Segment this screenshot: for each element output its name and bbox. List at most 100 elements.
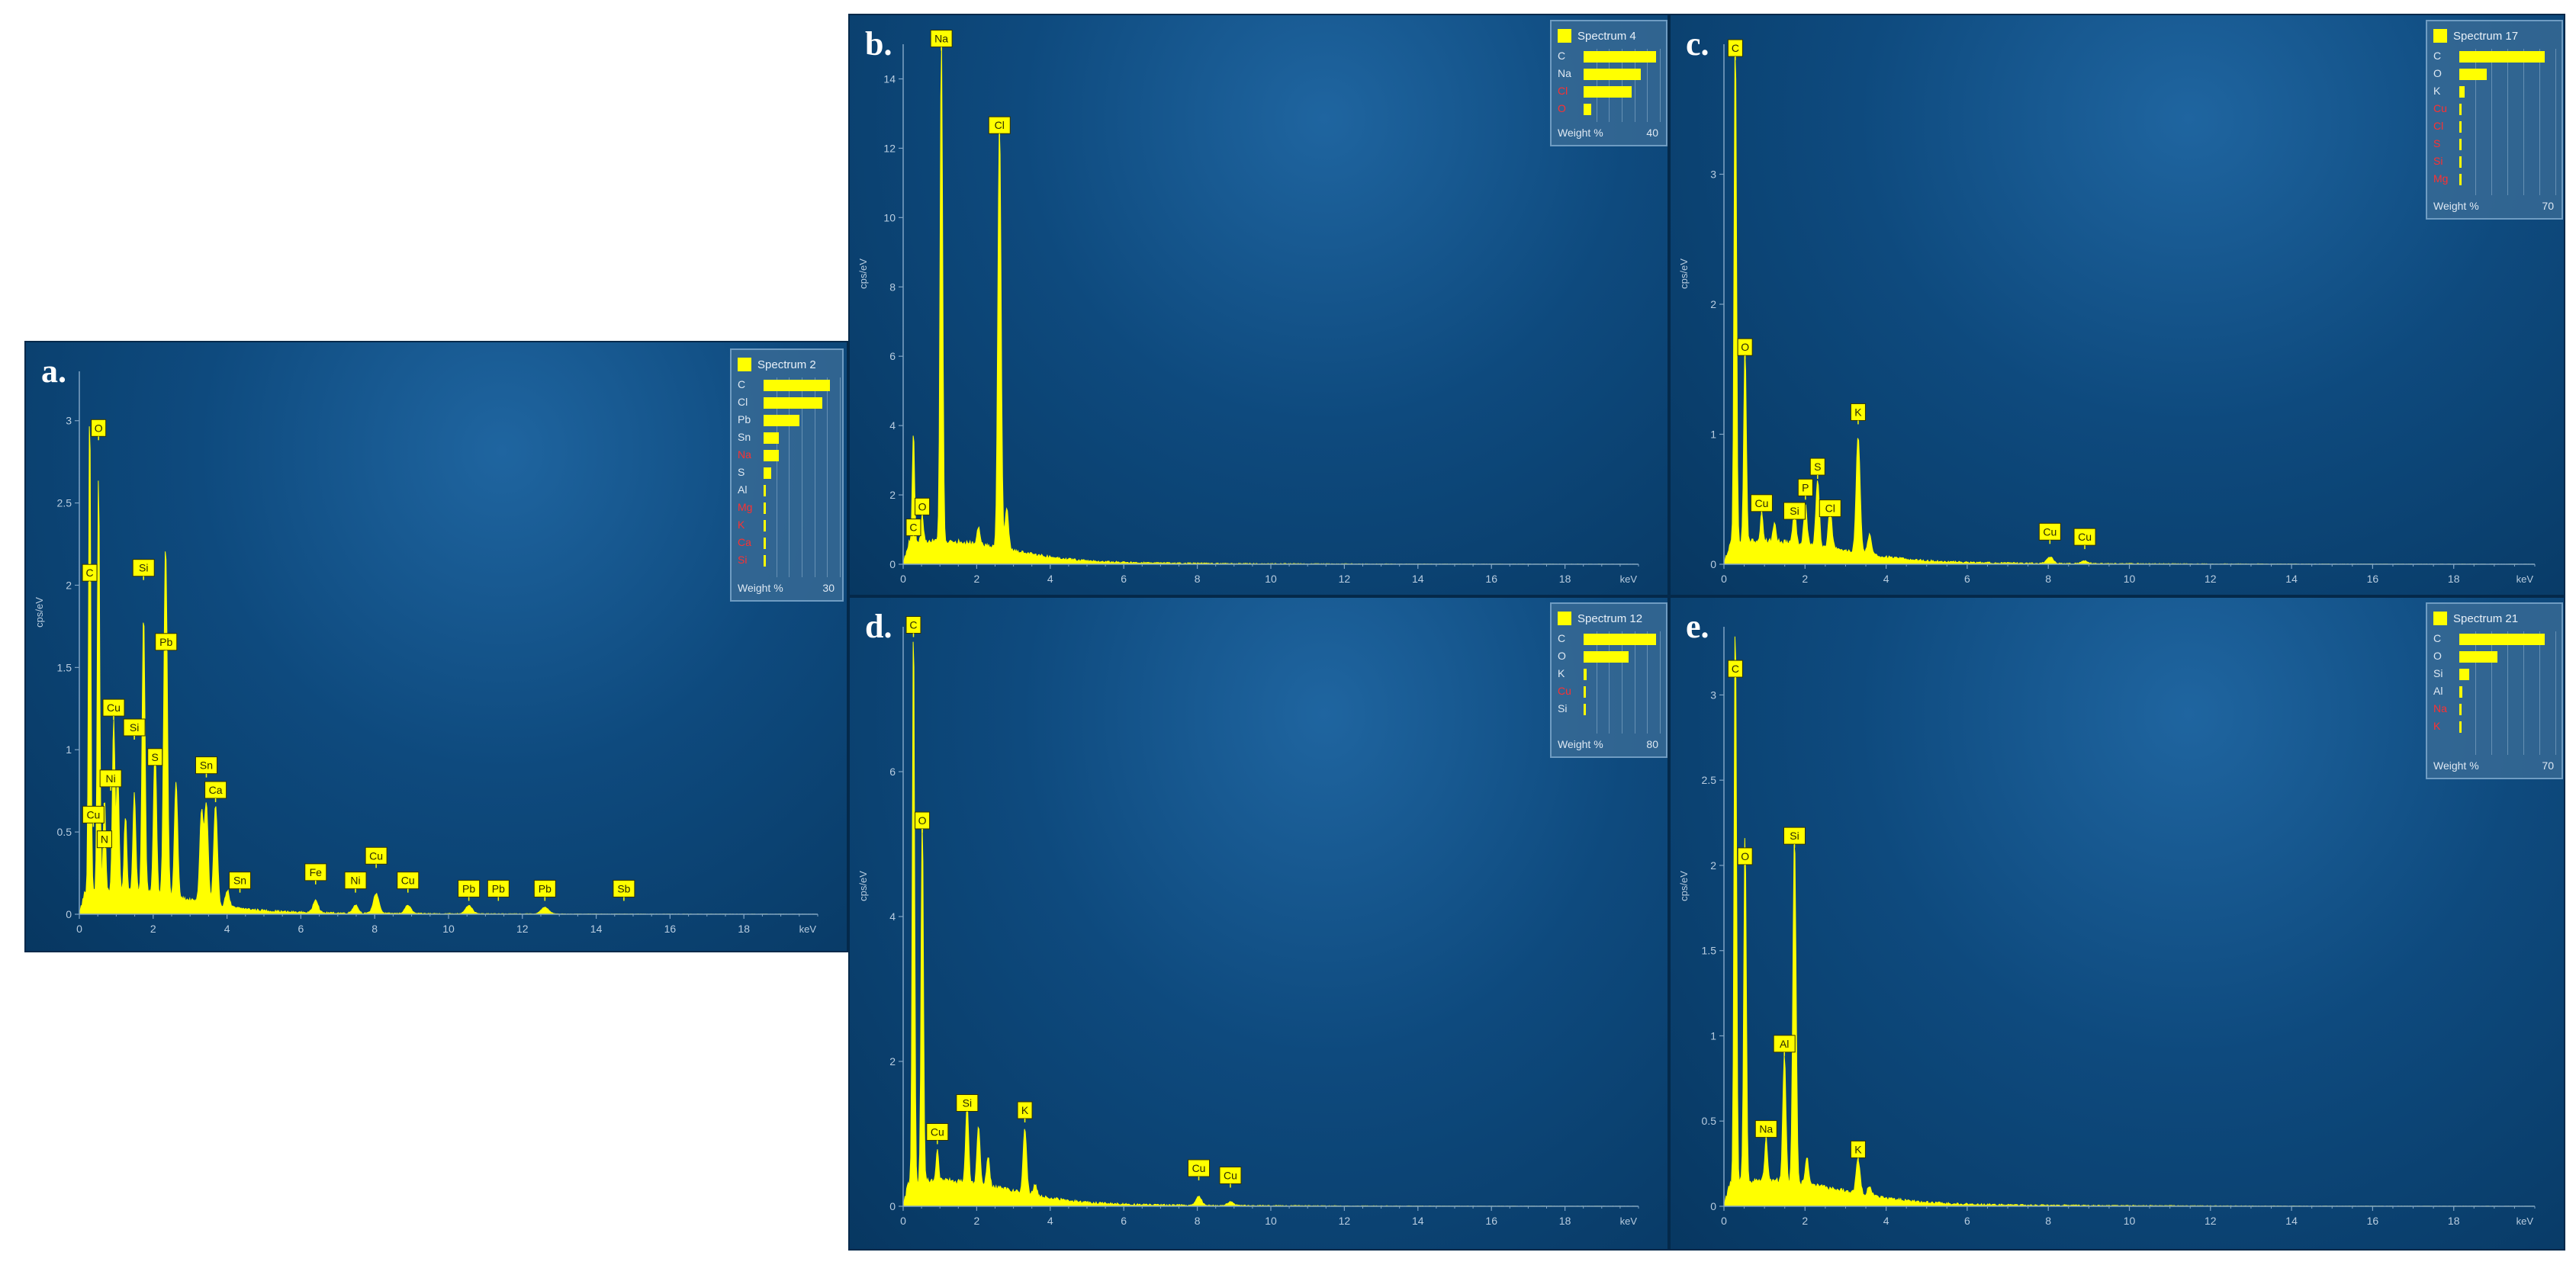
y-tick-label: 0 xyxy=(66,908,72,920)
spectrum-trace xyxy=(902,641,1639,1207)
svg-text:O: O xyxy=(918,814,927,827)
legend-bar xyxy=(764,380,830,391)
legend-bar xyxy=(1584,634,1656,645)
legend-gridline xyxy=(1609,631,1610,734)
y-tick-label: 6 xyxy=(889,766,896,778)
legend-bar xyxy=(764,397,822,409)
legend-element: Cu xyxy=(1558,685,1571,697)
legend-gridline xyxy=(2507,49,2508,195)
legend-gridline xyxy=(2475,631,2476,755)
legend-gridline xyxy=(2491,631,2492,755)
svg-text:Si: Si xyxy=(963,1097,972,1109)
legend-bar xyxy=(764,450,779,461)
y-tick-label: 10 xyxy=(883,211,896,223)
peak-label: Si xyxy=(956,1094,979,1116)
x-tick-label: 6 xyxy=(1121,1215,1127,1227)
legend-title: Spectrum 4 xyxy=(1577,29,1636,43)
legend-element: Mg xyxy=(2433,172,2449,185)
svg-text:Cu: Cu xyxy=(1224,1170,1237,1182)
legend-row: Na xyxy=(2433,702,2555,717)
legend-bar xyxy=(764,432,779,444)
svg-text:Sn: Sn xyxy=(233,875,246,887)
legend-gridline xyxy=(2523,631,2524,755)
y-axis-label: cps/eV xyxy=(857,258,869,289)
x-tick-label: 0 xyxy=(1721,1215,1727,1227)
spectrum-trace xyxy=(1723,636,2536,1207)
legend-bar xyxy=(1584,86,1632,98)
svg-text:C: C xyxy=(85,567,93,579)
legend-box: Spectrum 12 C O K Cu Si Weight % 80 xyxy=(1550,602,1667,758)
x-tick-label: 2 xyxy=(974,573,980,585)
peak-label: K xyxy=(1850,1140,1866,1162)
x-tick-label: 0 xyxy=(1721,573,1727,585)
peak-label: Ni xyxy=(344,872,367,893)
legend-element: Cu xyxy=(2433,102,2447,114)
x-tick-label: 8 xyxy=(2045,573,2051,585)
legend-element: S xyxy=(738,466,745,478)
peak-label: C xyxy=(82,563,98,586)
legend-gridline xyxy=(840,377,841,577)
peak-label: Pb xyxy=(155,633,178,654)
x-tick-label: 0 xyxy=(900,573,906,585)
svg-text:Cu: Cu xyxy=(369,849,383,862)
y-tick-label: 1 xyxy=(66,743,72,756)
svg-text:Cu: Cu xyxy=(2043,525,2057,538)
y-tick-label: 0 xyxy=(1710,558,1716,570)
peak-label: O xyxy=(1737,338,1753,360)
y-axis-label: cps/eV xyxy=(1678,258,1690,289)
legend-bar xyxy=(2459,104,2462,115)
peak-label: Cu xyxy=(365,846,388,868)
legend-element: Na xyxy=(1558,67,1571,79)
legend-gridline xyxy=(1660,49,1661,122)
legend-bar xyxy=(1584,651,1629,663)
x-tick-label: 12 xyxy=(2205,1215,2217,1227)
legend-axis-max: 40 xyxy=(1646,127,1658,139)
svg-text:Pb: Pb xyxy=(159,636,172,648)
legend-row: Al xyxy=(2433,684,2555,699)
legend-axis-label: Weight % xyxy=(1558,738,1603,750)
y-tick-label: 0.5 xyxy=(1702,1115,1717,1127)
legend-row: Na xyxy=(1558,66,1660,82)
peak-label: Cu xyxy=(1188,1159,1211,1180)
spectrum-plot: 0 2 4 6 8 10 12 14 16 18 0 0.5 1 1.5 2 2.5 3 keV cps/eV O C S… xyxy=(34,371,818,935)
legend-axis: Weight % 70 xyxy=(2433,759,2555,775)
x-tick-label: 12 xyxy=(1339,1215,1351,1227)
panel-label: c. xyxy=(1686,25,1709,63)
svg-text:Cl: Cl xyxy=(995,119,1005,131)
peak-label: Cu xyxy=(82,805,105,827)
x-tick-label: 18 xyxy=(1559,1215,1571,1227)
legend-element: Si xyxy=(2433,155,2443,167)
spectrum-panel-c: 0 2 4 6 8 10 12 14 16 18 0 1 2 3 keV cps/eV C O K S P Cu Si Cl C… xyxy=(1669,14,2565,596)
peak-label: Cl xyxy=(988,116,1011,138)
legend-swatch xyxy=(1558,612,1571,625)
legend-row: Si xyxy=(2433,666,2555,682)
x-tick-label: 6 xyxy=(1964,1215,1970,1227)
legend-axis: Weight % 40 xyxy=(1558,127,1660,142)
axes xyxy=(75,371,818,919)
x-tick-label: 6 xyxy=(1121,573,1127,585)
peak-label: K xyxy=(1850,403,1866,425)
legend-row: Ca xyxy=(738,535,836,551)
x-tick-label: 8 xyxy=(1195,1215,1201,1227)
x-tick-label: 0 xyxy=(76,923,82,935)
peak-label: Al xyxy=(1773,1035,1796,1056)
legend-element: K xyxy=(1558,667,1565,679)
svg-text:Pb: Pb xyxy=(539,882,552,894)
legend-row: Al xyxy=(738,483,836,498)
x-tick-label: 10 xyxy=(1265,1215,1277,1227)
x-tick-label: 2 xyxy=(1802,1215,1808,1227)
y-tick-label: 3 xyxy=(1710,169,1716,181)
y-tick-label: 6 xyxy=(889,350,896,362)
legend-element: K xyxy=(2433,720,2441,732)
panel-label: a. xyxy=(41,352,66,390)
x-tick-label: 18 xyxy=(738,923,750,935)
legend-bar xyxy=(2459,139,2462,150)
legend-gridline xyxy=(827,377,828,577)
y-axis-label: cps/eV xyxy=(1678,871,1690,901)
svg-text:O: O xyxy=(1741,850,1749,862)
svg-text:N: N xyxy=(101,833,108,846)
x-tick-label: 8 xyxy=(2045,1215,2051,1227)
legend-element: O xyxy=(2433,67,2442,79)
legend-row: Sn xyxy=(738,430,836,445)
